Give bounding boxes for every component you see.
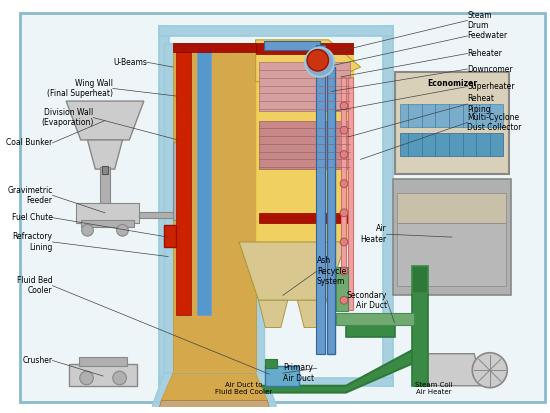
Bar [265, 41, 320, 50]
Bar [160, 26, 169, 386]
Polygon shape [298, 300, 327, 328]
Bar [160, 378, 393, 386]
Circle shape [117, 225, 128, 236]
Polygon shape [153, 400, 275, 413]
Text: Downcomer: Downcomer [468, 64, 513, 74]
Bar [394, 72, 509, 174]
Bar [256, 43, 265, 373]
Text: Wing Wall
(Final Superheat): Wing Wall (Final Superheat) [47, 79, 113, 98]
Bar [256, 43, 353, 55]
Text: Fuel Chute: Fuel Chute [12, 213, 53, 222]
Polygon shape [258, 300, 288, 328]
Circle shape [340, 297, 348, 304]
Polygon shape [239, 242, 346, 300]
Circle shape [305, 47, 334, 77]
Text: Gravimetric
Feeder: Gravimetric Feeder [7, 185, 53, 205]
Bar [197, 47, 211, 315]
Text: Superheater: Superheater [468, 82, 515, 91]
Circle shape [80, 371, 94, 385]
Text: Steam
Drum: Steam Drum [468, 11, 492, 30]
Text: Coal Bunker: Coal Bunker [6, 138, 53, 147]
Text: U-Beams: U-Beams [113, 58, 147, 67]
Text: Fluid Bed
Cooler: Fluid Bed Cooler [17, 276, 53, 295]
Bar [346, 323, 394, 337]
Text: Ash
Recycle
System: Ash Recycle System [317, 256, 346, 286]
Bar [398, 223, 507, 286]
Polygon shape [414, 354, 482, 386]
Circle shape [472, 353, 507, 388]
Text: Reheat
Piping: Reheat Piping [468, 94, 494, 114]
Bar [164, 225, 176, 247]
Bar [81, 220, 134, 228]
Text: Economizer: Economizer [427, 79, 477, 88]
Text: Division Wall
(Evaporation): Division Wall (Evaporation) [41, 108, 94, 127]
Polygon shape [153, 373, 275, 402]
Bar [336, 267, 348, 311]
Bar [176, 47, 191, 315]
Circle shape [340, 267, 348, 275]
Bar [412, 266, 427, 294]
Text: Refractory
Lining: Refractory Lining [13, 232, 53, 252]
Bar [393, 179, 511, 295]
Bar [173, 43, 256, 52]
Bar [160, 26, 393, 36]
Polygon shape [87, 140, 123, 169]
Bar [173, 142, 181, 220]
Bar [69, 364, 137, 386]
Bar [102, 166, 108, 174]
Circle shape [340, 209, 348, 217]
Circle shape [113, 371, 127, 385]
Bar [400, 133, 503, 157]
Bar [256, 40, 328, 67]
Bar [336, 313, 414, 325]
Bar [258, 121, 350, 169]
Text: Air Duct to
Fluid Bed Cooler: Air Duct to Fluid Bed Cooler [216, 382, 272, 396]
Text: Crusher: Crusher [23, 356, 53, 365]
Circle shape [340, 102, 348, 110]
Text: Primary
Air Duct: Primary Air Duct [283, 363, 314, 383]
Bar [164, 43, 173, 373]
Circle shape [82, 225, 94, 236]
Text: Multi-Cyclone
Dust Collector: Multi-Cyclone Dust Collector [468, 113, 522, 132]
Bar [348, 77, 353, 310]
Circle shape [340, 126, 348, 134]
Bar [320, 67, 324, 354]
Bar [139, 212, 178, 218]
Bar [79, 356, 128, 366]
Polygon shape [256, 40, 361, 82]
Text: Air
Heater: Air Heater [361, 225, 387, 244]
Bar [173, 43, 256, 373]
Bar [265, 366, 299, 386]
Circle shape [340, 151, 348, 159]
Polygon shape [146, 402, 283, 413]
Bar [256, 43, 353, 242]
Circle shape [340, 180, 348, 188]
Text: Reheater: Reheater [468, 49, 502, 58]
Circle shape [307, 50, 328, 71]
Circle shape [340, 238, 348, 246]
Bar [398, 193, 507, 223]
Bar [383, 26, 393, 386]
Polygon shape [66, 101, 144, 140]
Polygon shape [161, 373, 267, 400]
Bar [100, 167, 110, 206]
Bar [76, 203, 139, 223]
Text: Feedwater: Feedwater [468, 31, 508, 40]
Bar [327, 67, 336, 354]
Bar [258, 62, 350, 111]
Bar [400, 104, 503, 127]
Text: Steam Coil
Air Heater: Steam Coil Air Heater [415, 382, 452, 396]
Bar [341, 77, 346, 310]
Bar [412, 294, 427, 386]
Polygon shape [205, 344, 424, 393]
Text: Secondary
Air Duct: Secondary Air Duct [346, 291, 387, 310]
Bar [86, 204, 124, 210]
Bar [316, 45, 324, 354]
Bar [258, 213, 350, 223]
Bar [265, 358, 277, 368]
